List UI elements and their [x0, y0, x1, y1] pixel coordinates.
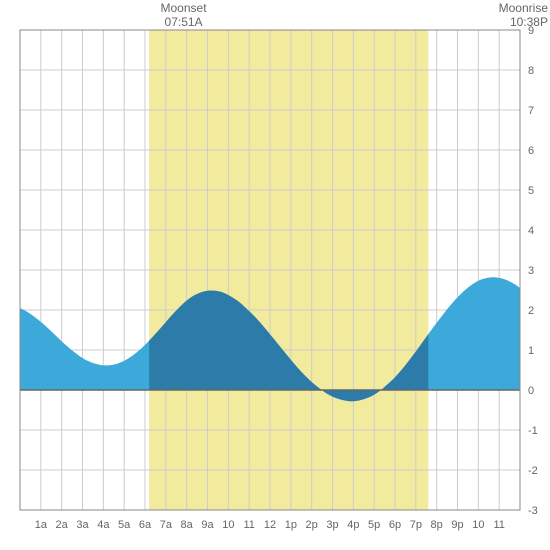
moonrise-label: Moonrise: [499, 1, 549, 15]
x-tick-label: 6a: [139, 519, 152, 531]
y-tick-label: 8: [528, 65, 534, 77]
y-tick-label: 7: [528, 105, 534, 117]
x-tick-label: 12: [264, 519, 276, 531]
x-tick-label: 8a: [181, 519, 194, 531]
tide-chart: Moonset07:51AMoonrise10:38P1a2a3a4a5a6a7…: [0, 0, 550, 550]
y-tick-label: 1: [528, 345, 534, 357]
x-tick-label: 3p: [326, 519, 338, 531]
x-tick-label: 2p: [306, 519, 318, 531]
y-tick-label: -3: [528, 505, 538, 517]
y-tick-label: 0: [528, 385, 534, 397]
x-tick-label: 3a: [76, 519, 89, 531]
chart-svg: Moonset07:51AMoonrise10:38P1a2a3a4a5a6a7…: [0, 0, 550, 550]
moonset-label: Moonset: [161, 1, 208, 15]
x-tick-label: 4p: [347, 519, 359, 531]
x-tick-label: 1a: [35, 519, 48, 531]
x-tick-label: 6p: [389, 519, 401, 531]
x-tick-label: 7p: [410, 519, 422, 531]
y-tick-label: 4: [528, 225, 534, 237]
x-tick-label: 10: [472, 519, 484, 531]
y-tick-label: 5: [528, 185, 534, 197]
y-tick-label: 2: [528, 305, 534, 317]
y-tick-label: 6: [528, 145, 534, 157]
moonset-time: 07:51A: [165, 15, 203, 29]
y-tick-label: -1: [528, 425, 538, 437]
x-tick-label: 10: [222, 519, 234, 531]
x-tick-label: 5a: [118, 519, 131, 531]
x-tick-label: 7a: [160, 519, 173, 531]
x-tick-label: 4a: [97, 519, 110, 531]
x-tick-label: 9a: [201, 519, 214, 531]
x-tick-label: 9p: [451, 519, 463, 531]
x-tick-label: 1p: [285, 519, 297, 531]
y-tick-label: 3: [528, 265, 534, 277]
y-tick-label: 9: [528, 25, 534, 37]
x-tick-label: 11: [243, 519, 254, 531]
y-tick-label: -2: [528, 465, 538, 477]
x-tick-label: 8p: [431, 519, 443, 531]
x-tick-label: 11: [493, 519, 504, 531]
x-tick-label: 5p: [368, 519, 380, 531]
plot-area: [20, 30, 523, 510]
x-tick-label: 2a: [56, 519, 69, 531]
